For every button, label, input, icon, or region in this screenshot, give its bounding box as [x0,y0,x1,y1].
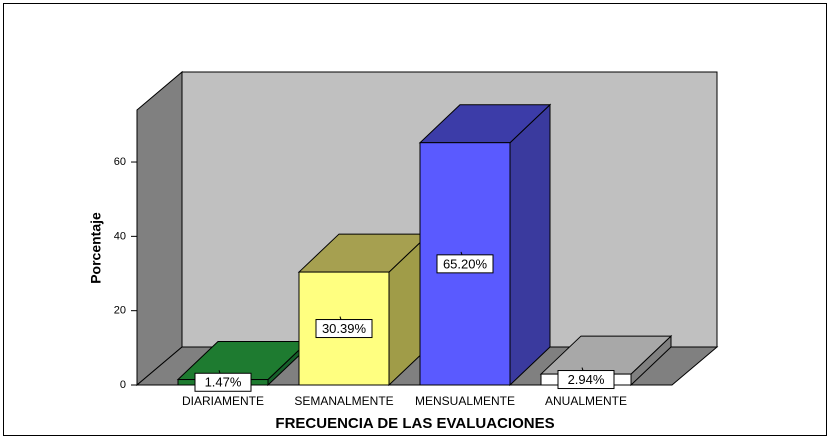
left-wall [136,70,183,387]
x-tick-label: DIARIAMENTE [182,394,264,408]
x-tick-label: ANUALMENTE [545,394,627,408]
value-label-box [436,254,494,274]
value-label-box [557,370,615,390]
value-label: 2.94% [568,372,605,387]
value-label-box [315,319,373,339]
value-label: 30.39% [322,321,367,336]
x-tick-label: MENSUALMENTE [415,394,515,408]
y-tick-label: 20 [114,305,126,317]
y-axis-label: Porcentaje [88,212,104,284]
x-tick-label: SEMANALMENTE [294,394,393,408]
y-tick-label: 40 [114,230,126,242]
value-label-box [194,372,252,392]
value-label: 65.20% [443,256,488,271]
bar-side [509,103,551,387]
value-label: 1.47% [205,375,242,390]
x-axis-label: FRECUENCIA DE LAS EVALUACIONES [275,415,554,432]
y-tick-label: 60 [114,156,126,168]
y-tick-label: 0 [120,379,126,391]
